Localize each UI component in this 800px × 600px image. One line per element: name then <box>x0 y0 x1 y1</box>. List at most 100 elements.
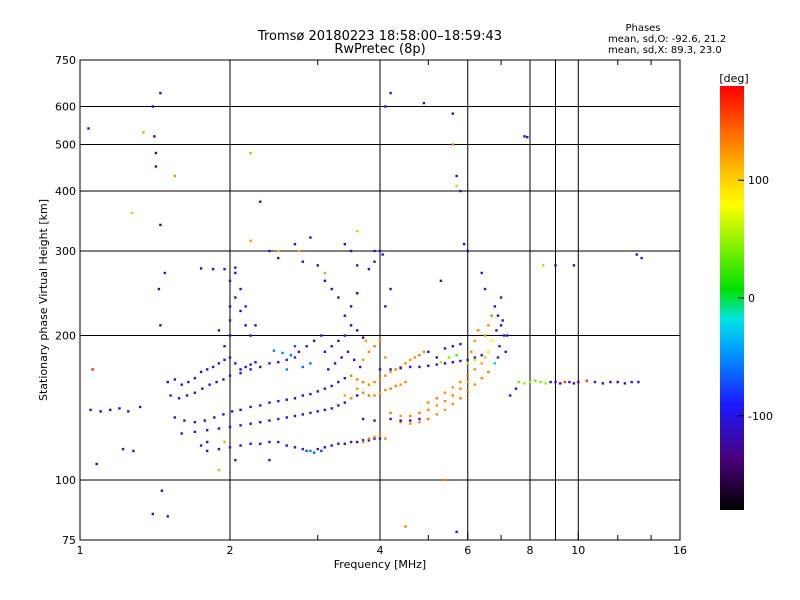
echo-point <box>316 410 319 413</box>
echo-point <box>309 392 312 396</box>
echo-point <box>352 358 356 362</box>
echo-point <box>337 442 340 445</box>
echo-point <box>435 356 438 359</box>
echo-point <box>268 249 271 253</box>
echo-point <box>130 211 133 215</box>
echo-point <box>355 292 359 295</box>
echo-point <box>217 329 221 332</box>
echo-point <box>301 260 305 263</box>
phase-colorbar: [deg] 100 0 -100 <box>719 72 773 510</box>
echo-point <box>337 339 340 343</box>
echo-point <box>320 449 323 453</box>
echo-point <box>459 342 462 346</box>
echo-point <box>501 319 504 322</box>
echo-point <box>413 356 417 359</box>
echo-point <box>343 242 347 246</box>
echo-point <box>451 360 455 364</box>
echo-point <box>228 279 232 283</box>
echo-point <box>173 416 177 419</box>
echo-point <box>159 91 162 95</box>
echo-point <box>477 329 480 332</box>
echo-point <box>373 260 376 263</box>
echo-point <box>480 353 483 357</box>
y-tick-label: 75 <box>62 534 76 547</box>
echo-point <box>373 249 376 253</box>
echo-point <box>389 417 392 421</box>
echo-point <box>554 264 557 267</box>
echo-point <box>367 439 371 442</box>
echo-point <box>394 368 397 371</box>
echo-point <box>289 353 293 357</box>
echo-point <box>249 239 252 243</box>
echo-point <box>355 387 359 390</box>
echo-point <box>239 309 242 313</box>
echo-point <box>154 165 158 168</box>
echo-point <box>523 135 526 138</box>
echo-point <box>159 324 162 327</box>
echo-point <box>268 458 271 462</box>
echo-point <box>223 345 226 348</box>
echo-point <box>228 425 232 429</box>
echo-point <box>95 462 98 466</box>
echo-point <box>330 444 333 447</box>
echo-point <box>378 368 382 371</box>
echo-point <box>159 223 162 227</box>
echo-point <box>301 447 305 451</box>
echo-point <box>211 365 215 369</box>
echo-point <box>138 405 142 409</box>
axis-ticks <box>79 59 681 541</box>
echo-point <box>293 446 297 449</box>
echo-point <box>217 427 221 430</box>
echo-point <box>455 174 458 178</box>
echo-point <box>404 525 407 528</box>
echo-point <box>381 253 384 256</box>
echo-point <box>443 347 447 350</box>
echo-point <box>142 131 145 134</box>
echo-point <box>327 368 330 371</box>
echo-point <box>378 249 382 253</box>
echo-point <box>404 380 407 384</box>
echo-point <box>199 444 203 447</box>
echo-point <box>451 345 455 348</box>
echo-point <box>199 267 203 270</box>
echo-point <box>427 401 430 404</box>
echo-point <box>367 383 371 386</box>
echo-point <box>316 447 319 451</box>
echo-point <box>234 296 237 299</box>
echo-point <box>281 351 284 355</box>
x-tick-label: 8 <box>527 544 534 557</box>
echo-point <box>228 446 232 449</box>
echo-point <box>249 442 252 445</box>
echo-point <box>378 378 382 381</box>
echo-point <box>297 249 301 253</box>
echo-point <box>364 339 368 343</box>
echo-point <box>169 394 172 397</box>
y-tick-label: 500 <box>55 139 76 152</box>
echo-point <box>234 458 237 462</box>
echo-point <box>623 382 627 385</box>
echo-point <box>285 416 288 419</box>
echo-point <box>259 442 262 445</box>
echo-point <box>205 429 209 432</box>
echo-point <box>205 449 209 453</box>
echo-point <box>473 358 477 362</box>
x-tick-label: 4 <box>377 544 384 557</box>
echo-point <box>504 350 507 353</box>
echo-point <box>358 365 362 369</box>
echo-point <box>228 305 232 308</box>
echo-point <box>495 329 498 332</box>
echo-point <box>244 324 247 327</box>
echo-point <box>337 296 340 299</box>
echo-point <box>451 112 455 115</box>
echo-point <box>337 380 340 384</box>
echo-point <box>373 380 376 384</box>
echo-point <box>609 380 612 384</box>
echo-point <box>439 360 443 364</box>
echo-point <box>373 394 376 397</box>
echo-point <box>404 362 407 365</box>
echo-point <box>427 350 430 353</box>
echo-point <box>323 387 327 390</box>
phases-x-line: mean, sd,X: 89.3, 23.0 <box>608 45 722 56</box>
echo-point <box>239 408 242 412</box>
echo-point <box>160 489 164 492</box>
